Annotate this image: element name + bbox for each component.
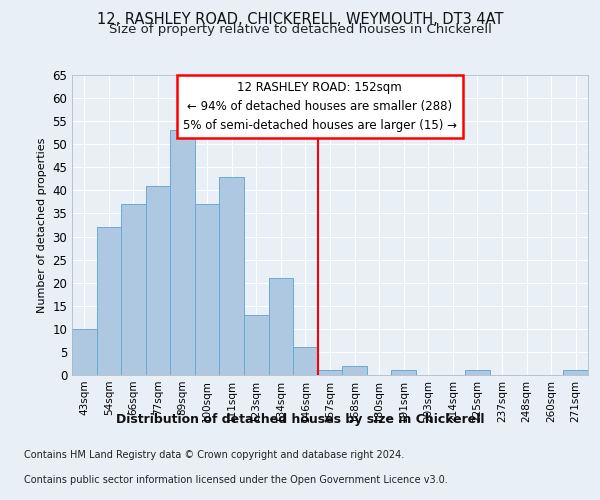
- Bar: [97, 228, 121, 375]
- Bar: [146, 186, 170, 375]
- Bar: [342, 366, 367, 375]
- Bar: [195, 204, 220, 375]
- Bar: [121, 204, 146, 375]
- Bar: [391, 370, 416, 375]
- Text: Distribution of detached houses by size in Chickerell: Distribution of detached houses by size …: [116, 412, 484, 426]
- Bar: [293, 348, 318, 375]
- Text: Contains public sector information licensed under the Open Government Licence v3: Contains public sector information licen…: [24, 475, 448, 485]
- Bar: [269, 278, 293, 375]
- Bar: [465, 370, 490, 375]
- Bar: [318, 370, 342, 375]
- Text: Size of property relative to detached houses in Chickerell: Size of property relative to detached ho…: [109, 22, 491, 36]
- Bar: [220, 176, 244, 375]
- Text: Contains HM Land Registry data © Crown copyright and database right 2024.: Contains HM Land Registry data © Crown c…: [24, 450, 404, 460]
- Bar: [563, 370, 588, 375]
- Y-axis label: Number of detached properties: Number of detached properties: [37, 138, 47, 312]
- Bar: [170, 130, 195, 375]
- Bar: [72, 329, 97, 375]
- Text: 12 RASHLEY ROAD: 152sqm
← 94% of detached houses are smaller (288)
5% of semi-de: 12 RASHLEY ROAD: 152sqm ← 94% of detache…: [182, 81, 457, 132]
- Text: 12, RASHLEY ROAD, CHICKERELL, WEYMOUTH, DT3 4AT: 12, RASHLEY ROAD, CHICKERELL, WEYMOUTH, …: [97, 12, 503, 28]
- Bar: [244, 315, 269, 375]
